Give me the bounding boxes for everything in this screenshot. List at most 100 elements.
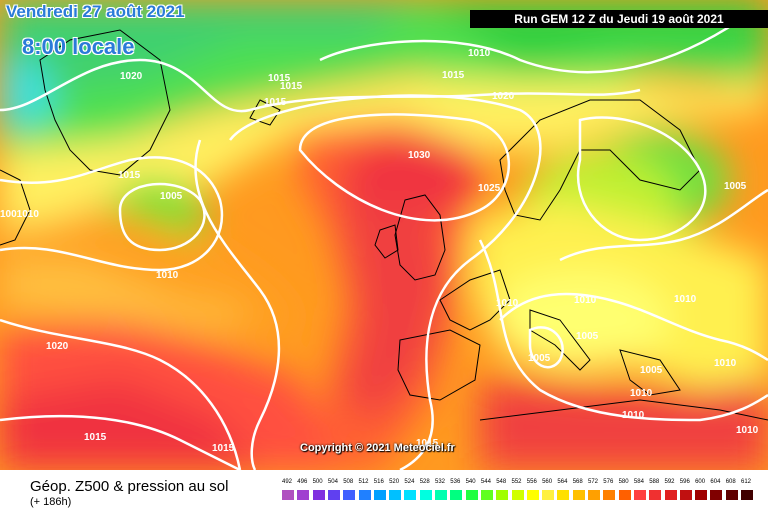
isobars <box>0 18 768 470</box>
scale-swatch <box>725 490 738 500</box>
scale-swatch <box>542 490 555 500</box>
scale-swatch <box>572 490 585 500</box>
isobar-label: 1015 <box>416 438 439 449</box>
isobar-1020-south <box>0 318 242 470</box>
scale-swatch <box>618 490 631 500</box>
scale-label: 520 <box>389 479 400 485</box>
scale-label: 608 <box>725 479 736 485</box>
greenland-coast <box>39 29 171 176</box>
isobar-1020-north <box>0 58 641 113</box>
isobar-label: 1015 <box>442 70 465 81</box>
scale-swatch <box>297 490 310 500</box>
scale-label: 540 <box>465 479 476 485</box>
scale-label: 548 <box>496 479 507 485</box>
weather-map: 1030 1025 1020 1020 1020 1015 1015 1015 … <box>0 0 768 470</box>
isobar-label: 1025 <box>478 183 501 194</box>
isobar-1015-north <box>319 18 741 74</box>
isobar-label: 1010 <box>622 410 645 421</box>
scale-label: 528 <box>419 479 430 485</box>
greece-coast <box>619 349 681 396</box>
isobar-1010-east <box>559 188 768 262</box>
scale-label: 504 <box>327 479 338 485</box>
isobar-label: 1010 <box>674 294 697 305</box>
scale-label: 508 <box>343 479 354 485</box>
scale-label: 576 <box>603 479 614 485</box>
isobar-1015-europe <box>478 239 768 422</box>
isobar-label: 1030 <box>408 150 431 161</box>
scale-swatch <box>695 490 708 500</box>
scale-swatch <box>526 490 539 500</box>
scale-swatch <box>389 490 402 500</box>
scale-label: 544 <box>480 479 491 485</box>
scale-swatch <box>358 490 371 500</box>
scale-swatch <box>649 490 662 500</box>
isobar-label: 1010 <box>574 295 597 306</box>
scale-swatch <box>343 490 356 500</box>
scale-label: 492 <box>282 479 293 485</box>
footer-subtitle: (+ 186h) <box>30 496 72 508</box>
scale-label: 552 <box>511 479 522 485</box>
isobar-1030 <box>298 113 511 222</box>
scale-swatch <box>465 490 478 500</box>
isobar-label: 1015 <box>212 443 235 454</box>
isobar-label: 1015 <box>280 81 303 92</box>
isobar-label: 1005 <box>576 331 599 342</box>
scale-label: 496 <box>297 479 308 485</box>
scale-swatch <box>312 490 325 500</box>
scale-swatch <box>419 490 432 500</box>
isobar-label: 1010 <box>714 358 737 369</box>
copyright-text: Copyright © 2021 Meteociel.fr <box>300 442 455 454</box>
scale-swatch <box>327 490 340 500</box>
isobar-label: 1010 <box>496 298 519 309</box>
isobar-label: 1015 <box>264 97 287 108</box>
isobar-1005-italy <box>528 326 564 369</box>
scale-swatch <box>741 490 753 500</box>
scale-label: 596 <box>679 479 690 485</box>
run-info: Run GEM 12 Z du Jeudi 19 août 2021 <box>470 10 768 28</box>
scale-label: 556 <box>526 479 537 485</box>
scale-label: 572 <box>588 479 599 485</box>
footer-title: Géop. Z500 & pression au sol <box>30 478 229 495</box>
scale-label: 568 <box>572 479 583 485</box>
scale-swatch <box>404 490 417 500</box>
isobar-label: 1010 <box>156 270 179 281</box>
geopotential-field <box>0 0 768 470</box>
isobar-label: 1015 <box>268 73 291 84</box>
scale-swatch <box>679 490 692 500</box>
scale-labels: 492 496 500 504 508 512 516 520 524 528 532 536 540 5… <box>282 479 752 488</box>
scale-label: 604 <box>710 479 721 485</box>
scale-label: 612 <box>741 479 752 485</box>
isobar-label: 1020 <box>492 91 515 102</box>
isobar-label: 1001010 <box>0 209 39 220</box>
scale-swatch <box>282 490 294 500</box>
scale-label: 512 <box>358 479 369 485</box>
scandinavia-coast <box>499 99 701 221</box>
isobar-1015-low <box>0 156 224 272</box>
isobar-label: 1005 <box>640 365 663 376</box>
map-canvas: 1030 1025 1020 1020 1020 1015 1015 1015 … <box>0 0 768 470</box>
scale-label: 532 <box>435 479 446 485</box>
scale-label: 592 <box>664 479 675 485</box>
isobar-label: 1020 <box>46 341 69 352</box>
isobar-label: 1015 <box>84 432 107 443</box>
scale-label: 588 <box>649 479 660 485</box>
isobar-label: 1010 <box>736 425 759 436</box>
isobar-label: 1010 <box>630 388 653 399</box>
scale-label: 500 <box>312 479 323 485</box>
isobar-1015-sw <box>0 414 241 470</box>
isobar-1005-low <box>118 182 206 252</box>
isobar-label: 1005 <box>160 191 183 202</box>
scale-swatch <box>603 490 616 500</box>
scale-swatch <box>710 490 723 500</box>
isobar-1010-south <box>499 292 768 362</box>
isobar-label: 1020 <box>120 71 143 82</box>
scale-swatch <box>496 490 509 500</box>
iceland-coast <box>249 99 281 126</box>
scale-label: 524 <box>404 479 415 485</box>
scale-swatch <box>557 490 570 500</box>
isobar-label: 1010 <box>468 48 491 59</box>
isobar-label: 1005 <box>724 181 747 192</box>
scale-label: 600 <box>695 479 706 485</box>
scale-label: 580 <box>618 479 629 485</box>
isobar-labels: 1030 1025 1020 1020 1020 1015 1015 1015 … <box>0 48 759 454</box>
